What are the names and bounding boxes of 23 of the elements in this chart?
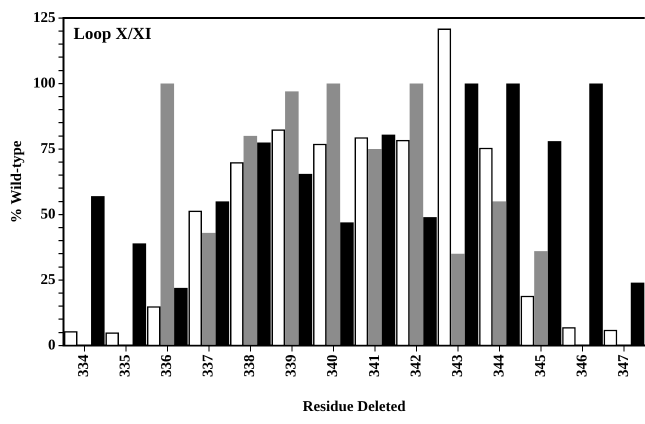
y-tick-label: 125 [33, 10, 56, 26]
y-tick-label: 50 [40, 206, 56, 222]
x-tick-label: 341 [366, 354, 383, 377]
y-tick-label: 100 [33, 75, 56, 92]
x-tick-label: 346 [574, 354, 590, 377]
x-tick-label: 345 [532, 354, 549, 377]
x-tick-label: 337 [200, 354, 217, 377]
x-tick-label: 340 [325, 354, 342, 377]
x-tick-label: 339 [284, 354, 300, 377]
x-tick-label: 343 [450, 354, 466, 377]
x-tick-label: 344 [491, 354, 508, 377]
y-tick-label: 25 [40, 272, 56, 288]
y-tick-label: 0 [48, 337, 56, 354]
y-tick-label: 75 [40, 140, 56, 157]
y-axis-title: % Wild-type [8, 140, 25, 223]
x-axis-title: Residue Deleted [302, 398, 406, 415]
chart-title: Loop X/XI [74, 24, 152, 43]
x-tick-label: 335 [118, 354, 134, 377]
x-tick-label: 347 [616, 354, 632, 377]
x-tick-label: 334 [76, 354, 92, 377]
x-tick-label: 338 [242, 354, 258, 377]
x-tick-label: 336 [159, 354, 176, 377]
x-tick-label: 342 [408, 354, 424, 377]
